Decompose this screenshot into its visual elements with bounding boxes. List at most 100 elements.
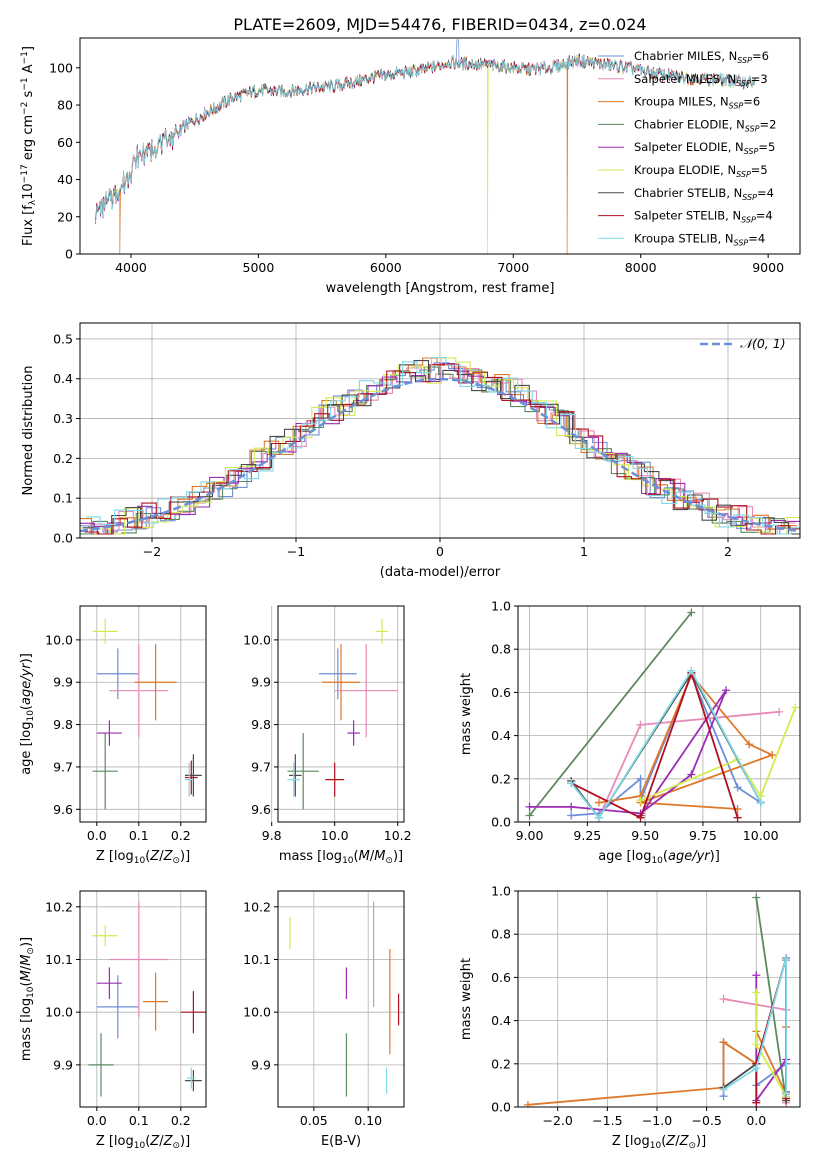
figure-title: PLATE=2609, MJD=54476, FIBERID=0434, z=0…: [233, 15, 646, 34]
mass-vs-Z-panel: 0.0 0.1 0.2 9.9 10.0 10.1 10.2 Z [log10(Z/Z⊙)] m…: [19, 890, 207, 1151]
weight-vs-Z-marker: [752, 988, 761, 997]
x-tick-label: 9.25: [573, 828, 601, 843]
y-tick-label: 10.0: [45, 632, 73, 647]
y-tick-label: 0.2: [491, 1056, 511, 1071]
legend-entry: Kroupa ELODIE, NSSP=5: [634, 163, 768, 179]
legend-entry: Kroupa STELIB, NSSP=4: [634, 231, 765, 247]
age-vs-Z-marks: [92, 618, 202, 810]
mass-vs-ebv-marks: [289, 901, 400, 1097]
y-tick-label: 10.0: [243, 1005, 271, 1020]
y-tick-label: 60: [57, 135, 73, 150]
weight-vs-Z-marker: [752, 971, 761, 980]
age-vs-Z-point-0: [96, 648, 139, 700]
age-vs-Z-point-6: [185, 754, 202, 797]
x-tick-label: 4000: [115, 260, 147, 275]
x-tick-label: 0.1: [129, 828, 149, 843]
y-tick-label: 0.2: [491, 771, 511, 786]
weight-vs-Z-marker: [719, 1038, 728, 1047]
mass-vs-Z-point-1: [109, 901, 169, 1018]
weight-vs-age-marker: [525, 811, 534, 820]
y-tick-label: 0.4: [491, 728, 511, 743]
x-tick-label: 10.00: [743, 828, 779, 843]
spectrum-frame: [79, 37, 801, 255]
weight-vs-Z-marker: [782, 953, 791, 962]
x-tick-label: 9.50: [631, 828, 659, 843]
weight-vs-age-ylabel: mass weight: [459, 673, 474, 755]
residual-histogram-marks: [80, 356, 800, 535]
y-tick-label: 1.0: [491, 599, 511, 614]
weight-vs-Z-xlabel: Z [log10(Z/Z⊙)]: [612, 1134, 706, 1151]
weight-vs-Z-marker: [752, 1098, 761, 1107]
y-tick-label: 10.1: [45, 952, 73, 967]
weight-vs-age-series-7: [570, 670, 739, 819]
age-vs-mass-xlabel: mass [log10(M/M⊙)]: [279, 849, 403, 866]
y-tick-label: 9.7: [53, 759, 73, 774]
age-vs-Z-point-8: [185, 762, 194, 797]
mass-vs-Z-point-7: [180, 991, 206, 1034]
mass-vs-Z-point-8: [187, 1067, 196, 1089]
weight-vs-age-marker: [768, 751, 777, 760]
y-tick-label: 0.8: [491, 642, 511, 657]
weight-vs-age-series-3: [528, 611, 693, 817]
age-vs-mass-point-6: [289, 754, 302, 797]
mass-vs-Z-point-0: [96, 975, 139, 1039]
x-tick-label: −1: [287, 544, 305, 559]
x-tick-label: 7000: [497, 260, 529, 275]
y-tick-label: 80: [57, 98, 73, 113]
age-vs-mass-panel: 9.8 10.0 10.2 9.6 9.7 9.8 9.9 10.0 mass [log10(M…: [243, 605, 412, 866]
age-vs-mass-point-4: [347, 720, 360, 746]
x-tick-label: 0.2: [171, 828, 191, 843]
weight-vs-Z-marker: [752, 1040, 761, 1049]
y-tick-label: 10.2: [243, 899, 271, 914]
weight-vs-age-marker: [594, 798, 603, 807]
mass-vs-Z-point-6: [185, 1070, 202, 1092]
spectrum-marks: [94, 39, 756, 254]
age-vs-mass-point-3: [287, 733, 319, 810]
weight-vs-age-marker: [756, 798, 765, 807]
x-tick-label: −2: [143, 544, 161, 559]
x-tick-label: 0.0: [87, 1113, 107, 1128]
y-tick-label: 1.0: [491, 884, 511, 899]
weight-vs-age-marker: [567, 811, 576, 820]
age-vs-Z-ylabel: age [log10(age/yr)]: [19, 653, 36, 775]
weight-vs-age-marker: [791, 703, 800, 712]
weight-vs-age-series-8: [570, 668, 762, 820]
weight-vs-age-marker: [636, 813, 645, 822]
legend-entry: Salpeter ELODIE, NSSP=5: [634, 140, 775, 156]
x-tick-label: 10.2: [384, 828, 412, 843]
y-tick-label: 0.0: [53, 531, 73, 546]
weight-vs-Z-marker: [752, 893, 761, 902]
x-tick-label: −1.0: [642, 1113, 672, 1128]
y-tick-label: 10.2: [45, 899, 73, 914]
residual-histogram-xlabel: (data-model)/error: [380, 565, 501, 580]
x-tick-label: −2.0: [543, 1113, 573, 1128]
x-tick-label: 2: [724, 544, 732, 559]
weight-vs-Z-series-1: [723, 998, 787, 1103]
y-tick-label: 0: [65, 247, 73, 262]
age-vs-Z-point-3: [92, 733, 118, 810]
weight-vs-age-marker: [594, 813, 603, 822]
mass-vs-ebv-panel: 0.05 0.10 9.9 10.0 10.1 10.2 E(B-V): [243, 890, 405, 1149]
residual-histogram-ylabel: Normed distribution: [21, 366, 36, 496]
weight-vs-age-xlabel: age [log10(age/yr)]: [598, 849, 720, 866]
y-tick-label: 9.8: [251, 717, 271, 732]
weight-vs-age-marks: [525, 608, 800, 822]
weight-vs-age-marker: [636, 774, 645, 783]
weight-vs-Z-marks: [523, 893, 791, 1107]
spectrum-xlabel: wavelength [Angstrom, rest frame]: [326, 281, 555, 296]
y-tick-label: 10.0: [45, 1005, 73, 1020]
y-tick-label: 40: [57, 172, 73, 187]
weight-vs-age-marker: [636, 720, 645, 729]
weight-vs-age-marker: [567, 779, 576, 788]
age-vs-mass-point-0: [318, 648, 357, 700]
legend-entry: Salpeter MILES, NSSP=3: [634, 72, 768, 88]
mass-vs-Z-point-5: [92, 925, 118, 947]
weight-vs-age-marker: [733, 813, 742, 822]
age-vs-Z-frame: [79, 605, 207, 823]
histogram-series-0: [80, 362, 795, 535]
x-tick-label: 5000: [243, 260, 275, 275]
x-tick-label: 0.10: [354, 1113, 382, 1128]
y-tick-label: 0.5: [53, 331, 73, 346]
mass-vs-Z-point-4: [96, 967, 122, 999]
